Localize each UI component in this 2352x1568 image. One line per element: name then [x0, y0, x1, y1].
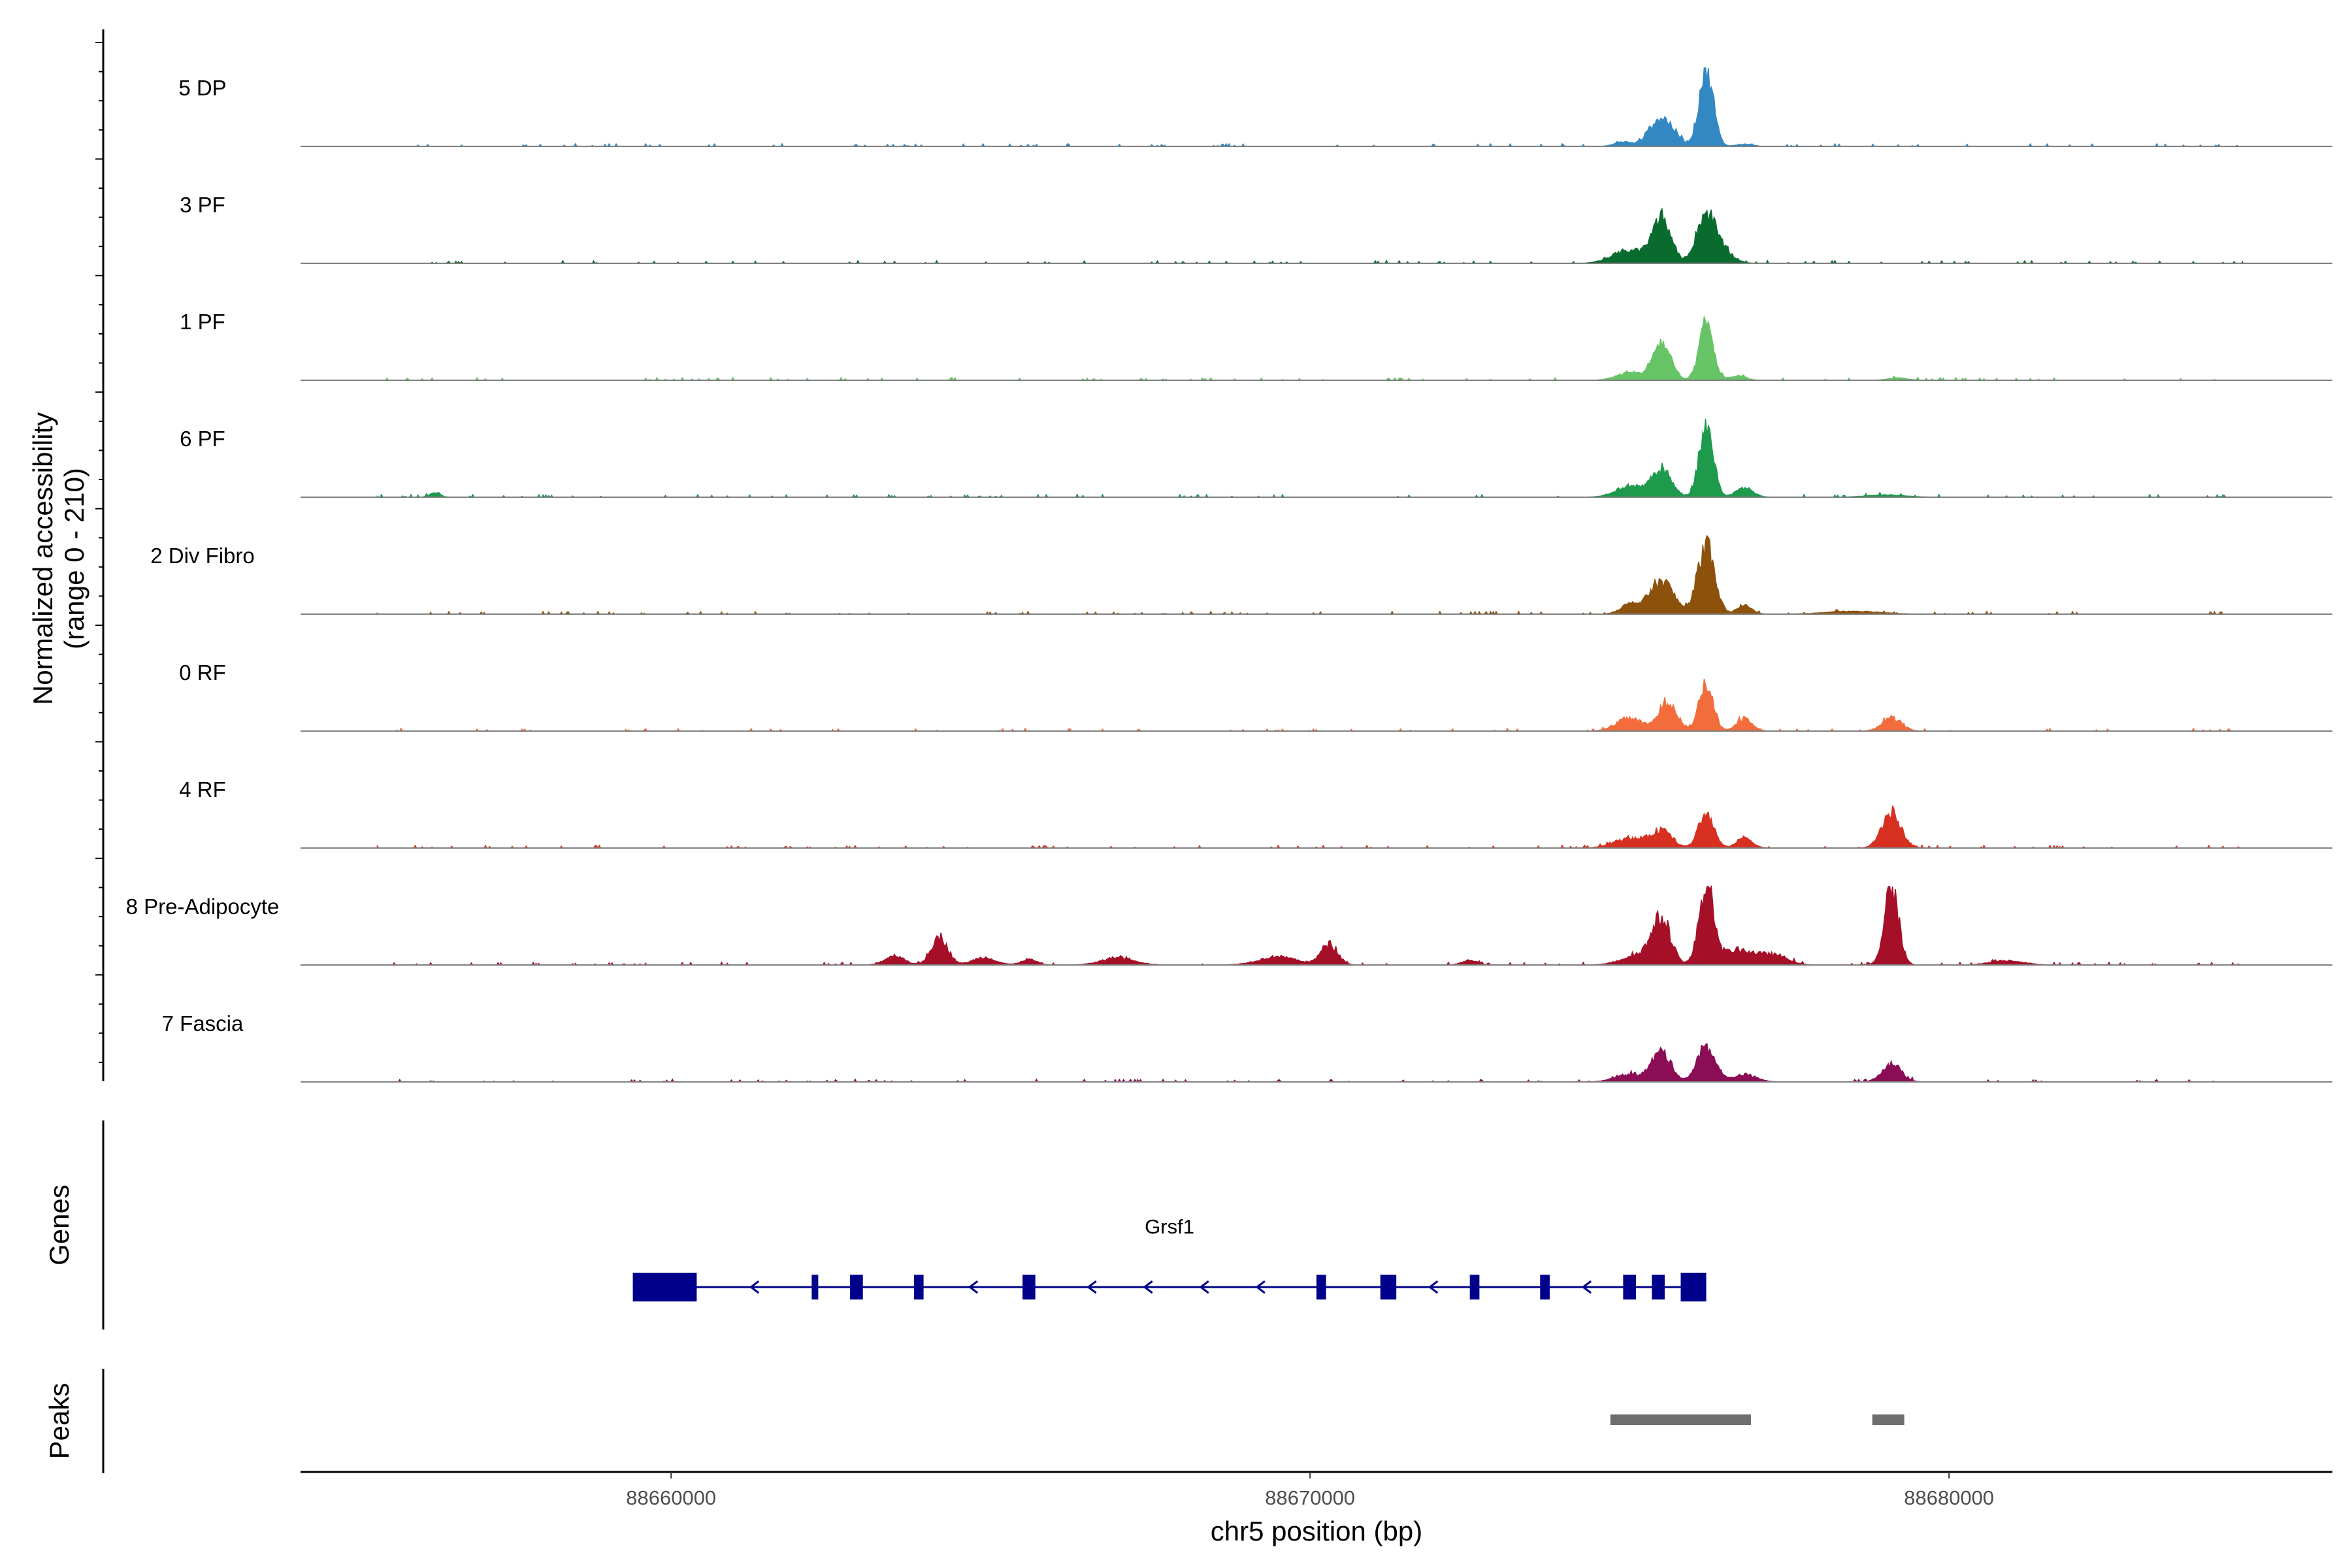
track-label: 7 Fascia — [162, 1011, 244, 1036]
gene-exon — [1022, 1275, 1036, 1299]
track-6-pf: 6 PF — [180, 418, 2332, 498]
strand-arrow — [1199, 1280, 1209, 1294]
accessibility-y-axis-ticks — [95, 42, 103, 1063]
track-label: 2 Div Fibro — [150, 544, 255, 568]
track-4-rf: 4 RF — [179, 777, 2332, 849]
track-signal-area — [377, 885, 2244, 966]
strand-arrow — [1086, 1280, 1097, 1294]
track-signal-area — [377, 67, 2244, 148]
gene-exon — [1380, 1275, 1397, 1299]
x-tick-label: 88680000 — [1904, 1486, 1994, 1509]
gene-exon — [1652, 1275, 1665, 1299]
track-2-div-fibro: 2 Div Fibro — [150, 534, 2332, 615]
track-signal-area — [377, 207, 2244, 265]
track-3-pf: 3 PF — [180, 193, 2332, 265]
gene-grsf1: Grsf1 — [632, 1215, 1707, 1301]
genes-panel-label: Genes — [44, 1184, 74, 1266]
peak-region — [1610, 1414, 1752, 1425]
track-signal-area — [376, 418, 2244, 498]
gene-exon — [1623, 1275, 1636, 1299]
track-8-pre-adipocyte: 8 Pre-Adipocyte — [126, 885, 2332, 966]
track-label: 5 DP — [178, 76, 226, 100]
track-label: 6 PF — [180, 427, 225, 451]
gene-exon — [913, 1275, 924, 1299]
track-signal-area — [377, 315, 2244, 382]
y-axis-title-line1: Normalized accessibility — [27, 412, 58, 705]
track-1-pf: 1 PF — [180, 310, 2332, 382]
gene-exon — [632, 1273, 697, 1301]
gene-label: Grsf1 — [1145, 1215, 1194, 1238]
peaks-panel — [1610, 1414, 1904, 1425]
gene-exon — [1316, 1275, 1326, 1299]
track-label: 1 PF — [180, 310, 225, 334]
x-axis-ticks: 88660000 88670000 88680000 — [626, 1472, 1994, 1509]
x-tick-label: 88670000 — [1265, 1486, 1355, 1509]
track-label: 3 PF — [180, 193, 225, 217]
genes-panel: Grsf1 — [632, 1215, 1707, 1301]
gene-exon — [1469, 1275, 1480, 1299]
x-tick-label: 88660000 — [626, 1486, 716, 1509]
coverage-tracks: 5 DP 3 PF 1 PF 6 PF 2 Div Fibro 0 RF 4 RF 8 Pre… — [126, 67, 2332, 1083]
strand-arrow — [968, 1280, 979, 1294]
gene-exon — [811, 1275, 819, 1299]
track-signal-area — [377, 1043, 2244, 1083]
track-0-rf: 0 RF — [179, 661, 2332, 732]
strand-arrow — [1143, 1280, 1153, 1294]
track-7-fascia: 7 Fascia — [162, 1011, 2332, 1083]
x-axis-title: chr5 position (bp) — [1211, 1516, 1423, 1546]
track-label: 0 RF — [179, 661, 226, 685]
gene-exon — [850, 1275, 863, 1299]
gene-exon — [1540, 1275, 1550, 1299]
strand-arrow — [749, 1280, 760, 1294]
track-signal-area — [376, 805, 2244, 849]
track-label: 4 RF — [179, 777, 226, 802]
track-signal-area — [376, 534, 2244, 615]
peak-region — [1872, 1414, 1904, 1425]
track-signal-area — [377, 678, 2244, 732]
y-axis-title-line2: (range 0 - 210) — [59, 468, 90, 649]
gene-exon — [1680, 1273, 1707, 1301]
strand-arrow — [1255, 1280, 1266, 1294]
peaks-panel-label: Peaks — [44, 1383, 74, 1460]
track-5-dp: 5 DP — [178, 67, 2332, 148]
strand-arrow — [1428, 1280, 1439, 1294]
strand-arrow — [1581, 1280, 1592, 1294]
track-label: 8 Pre-Adipocyte — [126, 894, 280, 919]
